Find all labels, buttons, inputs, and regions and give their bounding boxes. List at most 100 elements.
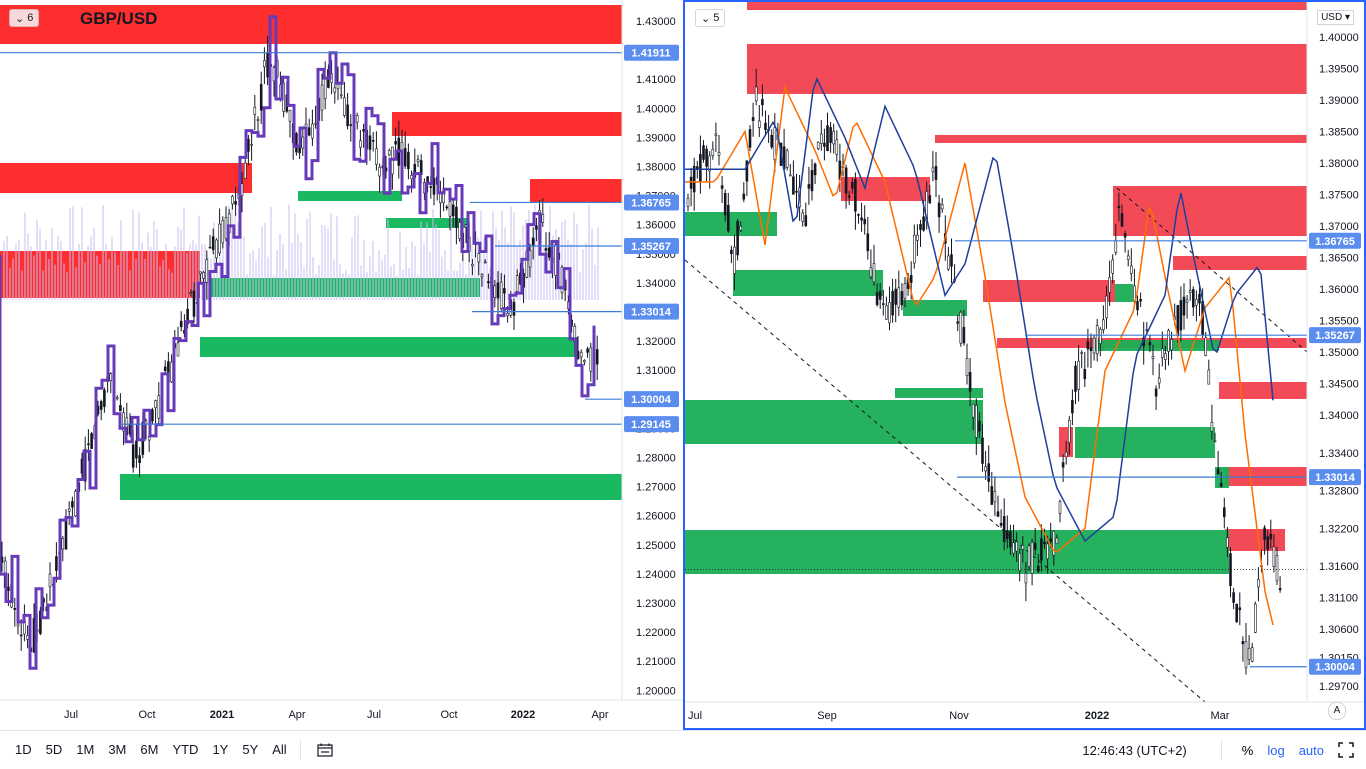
candle-body xyxy=(170,361,173,383)
demand-zone xyxy=(685,400,983,444)
timeframe-3m[interactable]: 3M xyxy=(108,742,127,757)
candle-body xyxy=(1126,255,1130,260)
left-chart-canvas[interactable]: 1.430001.420001.410001.400001.390001.380… xyxy=(0,0,683,730)
candle-body xyxy=(1027,545,1031,567)
currency-selector[interactable]: USD ▾ xyxy=(1317,10,1354,25)
candle-body xyxy=(87,443,90,446)
price-tag-label: 1.41911 xyxy=(631,48,670,60)
price-axis-bg xyxy=(1307,2,1364,702)
calendar-range-icon[interactable] xyxy=(317,743,333,757)
candle-body xyxy=(218,223,221,254)
candle-body xyxy=(1198,293,1201,304)
toolbar-divider xyxy=(299,739,301,760)
candle-body xyxy=(1235,603,1239,623)
candle-body xyxy=(916,234,919,241)
price-tag-label: 1.30004 xyxy=(631,394,672,406)
candle-body xyxy=(903,283,907,299)
candle-body xyxy=(1226,537,1229,548)
candle-body xyxy=(19,634,23,637)
candle-body xyxy=(1160,348,1164,358)
candle-body xyxy=(863,219,866,225)
candle-body xyxy=(13,608,17,610)
auto-toggle[interactable]: auto xyxy=(1298,742,1324,758)
time-tick-label: Nov xyxy=(949,710,969,722)
candle-body xyxy=(301,136,305,149)
candle-body xyxy=(99,401,103,410)
price-tick-label: 1.31600 xyxy=(1319,561,1359,573)
timeframe-1m[interactable]: 1M xyxy=(76,742,95,757)
candle-body xyxy=(742,193,746,200)
candle-body xyxy=(103,389,106,407)
price-tick-label: 1.29700 xyxy=(1319,681,1359,693)
timeframe-ytd[interactable]: YTD xyxy=(172,742,199,757)
supply-zone xyxy=(1173,256,1307,270)
candle-body xyxy=(878,290,882,300)
left-pane-collapse-badge[interactable]: ⌄ 6 xyxy=(9,9,40,27)
candle-body xyxy=(416,159,420,163)
candle-body xyxy=(1012,542,1015,554)
candle-body xyxy=(866,233,870,252)
candle-body xyxy=(368,135,372,150)
candle-body xyxy=(394,141,397,145)
price-tick-label: 1.37500 xyxy=(1319,190,1359,202)
log-toggle[interactable]: log xyxy=(1267,742,1285,758)
clock-display[interactable]: 12:46:43 (UTC+2) xyxy=(1082,742,1187,758)
time-tick-label: 2022 xyxy=(511,709,535,721)
percent-toggle[interactable]: % xyxy=(1241,742,1254,758)
price-tick-label: 1.34000 xyxy=(1319,410,1359,422)
timeframe-6m[interactable]: 6M xyxy=(140,742,159,757)
timeframe-1y[interactable]: 1Y xyxy=(212,742,229,757)
candle-body xyxy=(702,145,705,160)
price-tick-label: 1.26000 xyxy=(636,511,676,523)
candle-body xyxy=(429,186,433,188)
candle-body xyxy=(1179,300,1183,331)
candle-body xyxy=(1253,603,1257,633)
candle-body xyxy=(595,349,599,365)
candle-body xyxy=(1098,328,1102,344)
candle-body xyxy=(823,142,826,147)
purple-step-outline xyxy=(0,15,596,670)
price-tick-label: 1.36000 xyxy=(636,220,676,232)
candle-body xyxy=(807,184,811,189)
right-chart-canvas[interactable]: 1.40000 1.39500 1.39000 1.38500 1.38000 1.375… xyxy=(685,2,1364,728)
candle-body xyxy=(333,87,337,93)
price-tick-label: 1.27000 xyxy=(636,482,676,494)
time-tick-label: Oct xyxy=(138,709,155,721)
candle-body xyxy=(705,148,708,167)
candle-body xyxy=(314,122,317,125)
auto-scale-icon[interactable]: A xyxy=(1328,702,1346,720)
candle-body xyxy=(1086,341,1090,350)
price-tick-label: 1.31000 xyxy=(636,365,676,377)
timeframe-all[interactable]: All xyxy=(272,742,287,757)
time-tick-label: Sep xyxy=(817,710,837,722)
candle-body xyxy=(1219,482,1223,487)
timeframe-5d[interactable]: 5D xyxy=(45,742,63,757)
price-tick-label: 1.41000 xyxy=(636,74,676,86)
price-tick-label: 1.39000 xyxy=(636,132,676,144)
candle-body xyxy=(1120,213,1124,227)
candle-body xyxy=(792,176,795,195)
timeframe-group: 1D 5D 1M 3M 6M YTD 1Y 5Y All xyxy=(8,742,294,757)
candle-body xyxy=(1049,538,1053,542)
candle-body xyxy=(176,342,180,357)
fullscreen-icon[interactable] xyxy=(1338,742,1354,758)
candle-body xyxy=(266,52,269,78)
price-tick-label: 1.35500 xyxy=(1319,316,1359,328)
time-tick-label: Oct xyxy=(440,709,457,721)
right-chart-pane[interactable]: 1.40000 1.39500 1.39000 1.38500 1.38000 1.375… xyxy=(683,0,1366,730)
timeframe-1d[interactable]: 1D xyxy=(15,742,32,757)
price-tick-label: 1.35000 xyxy=(1319,347,1359,359)
candle-body xyxy=(1170,339,1173,351)
candle-body xyxy=(90,433,93,449)
candle-body xyxy=(894,288,897,305)
candle-body xyxy=(355,115,359,123)
left-chart-pane[interactable]: 1.430001.420001.410001.400001.390001.380… xyxy=(0,0,683,730)
candle-body xyxy=(1250,647,1254,662)
price-tick-label: 1.34000 xyxy=(636,278,676,290)
candle-body xyxy=(785,150,789,168)
timeframe-5y[interactable]: 5Y xyxy=(242,742,259,757)
candle-body xyxy=(151,409,154,422)
right-pane-collapse-badge[interactable]: ⌄ 5 xyxy=(695,9,726,27)
demand-zone xyxy=(200,337,578,357)
time-tick-label: Apr xyxy=(591,709,608,721)
